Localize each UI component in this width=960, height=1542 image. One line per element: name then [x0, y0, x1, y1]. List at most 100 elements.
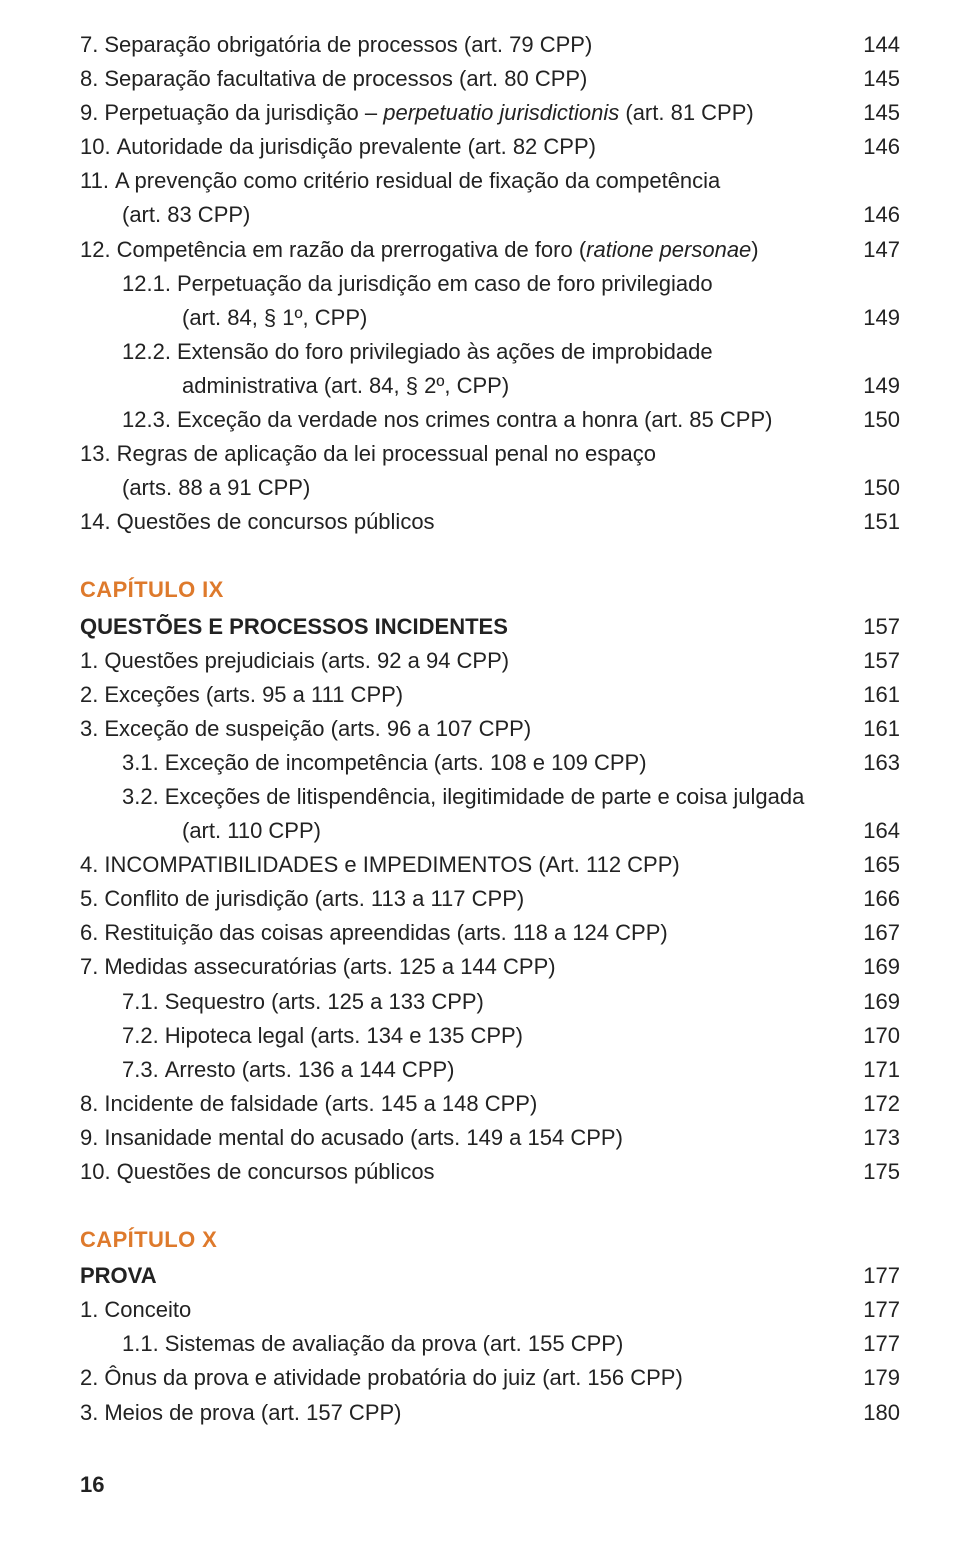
toc-entry-line: administrativa (art. 84, § 2º, CPP) 149	[80, 369, 900, 403]
toc-entry-page: 177	[850, 1327, 900, 1361]
toc-entry-page: 170	[850, 1019, 900, 1053]
toc-entry-number: 5.	[80, 882, 104, 916]
toc-entry-text: Extensão do foro privilegiado às ações d…	[177, 335, 713, 369]
toc-entry-text: A prevenção como critério residual de fi…	[115, 164, 720, 198]
toc-entry-number: 14.	[80, 505, 117, 539]
toc-entry-text: INCOMPATIBILIDADES e IMPEDIMENTOS (Art. …	[104, 848, 679, 882]
toc-entry-number: 9.	[80, 96, 104, 130]
toc-entry-text: Exceção de incompetência (arts. 108 e 10…	[165, 746, 647, 780]
toc-entry-page: 173	[850, 1121, 900, 1155]
toc-entry-text: Autoridade da jurisdição prevalente (art…	[117, 130, 596, 164]
toc-entry-page: 146	[850, 130, 900, 164]
toc-entry-text: Questões de concursos públicos	[117, 505, 435, 539]
toc-entry-text: (arts. 88 a 91 CPP)	[122, 471, 310, 505]
toc-entry: 4. INCOMPATIBILIDADES e IMPEDIMENTOS (Ar…	[80, 848, 900, 882]
toc-entry-text: Medidas assecuratórias (arts. 125 a 144 …	[104, 950, 555, 984]
toc-entry: 14. Questões de concursos públicos 151	[80, 505, 900, 539]
toc-entry: 11. A prevenção como critério residual d…	[80, 164, 900, 232]
toc-entry-number: 12.3.	[122, 403, 177, 437]
toc-entry-number: 7.1.	[122, 985, 165, 1019]
toc-entry-number: 6.	[80, 916, 104, 950]
toc-entry: 2. Exceções (arts. 95 a 111 CPP) 161	[80, 678, 900, 712]
toc-entry-line: 3.2. Exceções de litispendência, ilegiti…	[80, 780, 900, 814]
toc-entry-number: 1.	[80, 1293, 104, 1327]
toc-entry: 1.1. Sistemas de avaliação da prova (art…	[80, 1327, 900, 1361]
chapter-title: QUESTÕES E PROCESSOS INCIDENTES	[80, 610, 508, 644]
toc-entry: 2. Ônus da prova e atividade probatória …	[80, 1361, 900, 1395]
toc-entry-number: 1.1.	[122, 1327, 165, 1361]
toc-entry-number: 10.	[80, 130, 117, 164]
toc-entry: 7.3. Arresto (arts. 136 a 144 CPP) 171	[80, 1053, 900, 1087]
toc-entry-number: 7.	[80, 950, 104, 984]
toc-entry: 6. Restituição das coisas apreendidas (a…	[80, 916, 900, 950]
toc-entry-page: 157	[850, 644, 900, 678]
toc-entry: 5. Conflito de jurisdição (arts. 113 a 1…	[80, 882, 900, 916]
toc-entry-text: Questões prejudiciais (arts. 92 a 94 CPP…	[104, 644, 509, 678]
toc-entry-page: 163	[850, 746, 900, 780]
toc-entry: 1. Questões prejudiciais (arts. 92 a 94 …	[80, 644, 900, 678]
toc-entry-text: Sistemas de avaliação da prova (art. 155…	[165, 1327, 624, 1361]
toc-entry-page: 157	[850, 610, 900, 644]
toc-entry-page: 149	[850, 369, 900, 403]
toc-entry-text: (art. 83 CPP)	[122, 198, 250, 232]
toc-entry-line: (art. 83 CPP) 146	[80, 198, 900, 232]
toc-entry-page: 161	[850, 712, 900, 746]
toc-entry-number: 7.	[80, 28, 104, 62]
toc-entry-page: 164	[850, 814, 900, 848]
toc-entry-number: 12.2.	[122, 335, 177, 369]
toc-entry-number: 2.	[80, 678, 104, 712]
toc-entry: 3.2. Exceções de litispendência, ilegiti…	[80, 780, 900, 848]
toc-entry-line: (art. 84, § 1º, CPP) 149	[80, 301, 900, 335]
toc-entry-page: 175	[850, 1155, 900, 1189]
toc-entry-text: Exceção de suspeição (arts. 96 a 107 CPP…	[104, 712, 531, 746]
toc-entry-number: 3.1.	[122, 746, 165, 780]
toc-entry-text: Meios de prova (art. 157 CPP)	[104, 1396, 401, 1430]
toc-entry-page: 172	[850, 1087, 900, 1121]
toc-entry-page: 179	[850, 1361, 900, 1395]
toc-entry-text: Conflito de jurisdição (arts. 113 a 117 …	[104, 882, 524, 916]
toc-entry-number: 11.	[80, 164, 115, 198]
toc-entry-text: Perpetuação da jurisdição – perpetuatio …	[104, 96, 753, 130]
toc-entry-number: 12.1.	[122, 267, 177, 301]
toc-entry-number: 3.	[80, 1396, 104, 1430]
toc-entry: 10. Questões de concursos públicos 175	[80, 1155, 900, 1189]
toc-entry-text: Restituição das coisas apreendidas (arts…	[104, 916, 667, 950]
toc-entry-page: 166	[850, 882, 900, 916]
toc-entry-line: (art. 110 CPP) 164	[80, 814, 900, 848]
chapter-title-row: QUESTÕES E PROCESSOS INCIDENTES 157	[80, 610, 900, 644]
toc-entry-number: 4.	[80, 848, 104, 882]
page-number: 16	[80, 1468, 900, 1502]
toc-entry: 12.2. Extensão do foro privilegiado às a…	[80, 335, 900, 403]
toc-entry: 9. Insanidade mental do acusado (arts. 1…	[80, 1121, 900, 1155]
toc-entry: 12.1. Perpetuação da jurisdição em caso …	[80, 267, 900, 335]
toc-entry-page: 144	[850, 28, 900, 62]
toc-entry-line: 13. Regras de aplicação da lei processua…	[80, 437, 900, 471]
toc-entry-text: (art. 110 CPP)	[182, 814, 321, 848]
toc-entry-text: Competência em razão da prerrogativa de …	[117, 233, 759, 267]
chapter-title-row: PROVA 177	[80, 1259, 900, 1293]
toc-entry-text: Perpetuação da jurisdição em caso de for…	[177, 267, 713, 301]
chapter-title: PROVA	[80, 1259, 157, 1293]
toc-entry: 3.1. Exceção de incompetência (arts. 108…	[80, 746, 900, 780]
toc-entry-page: 145	[850, 62, 900, 96]
toc-entry-text: (art. 84, § 1º, CPP)	[182, 301, 367, 335]
toc-entry: 7. Separação obrigatória de processos (a…	[80, 28, 900, 62]
toc-entry-page: 150	[850, 471, 900, 505]
toc-entry-number: 2.	[80, 1361, 104, 1395]
toc-entry-page: 161	[850, 678, 900, 712]
toc-entry: 12.3. Exceção da verdade nos crimes cont…	[80, 403, 900, 437]
chapter-label: CAPÍTULO IX	[80, 573, 900, 607]
toc-entry: 10. Autoridade da jurisdição prevalente …	[80, 130, 900, 164]
toc-entry-page: 147	[850, 233, 900, 267]
toc-entry: 12. Competência em razão da prerrogativa…	[80, 233, 900, 267]
toc-entry-number: 8.	[80, 62, 104, 96]
toc-entry-page: 177	[850, 1259, 900, 1293]
toc-entry-number: 7.3.	[122, 1053, 165, 1087]
toc-entry-text: Exceções de litispendência, ilegitimidad…	[165, 780, 805, 814]
toc-entry: 3. Exceção de suspeição (arts. 96 a 107 …	[80, 712, 900, 746]
toc-entry-line: 12.1. Perpetuação da jurisdição em caso …	[80, 267, 900, 301]
toc-entry-text: Exceção da verdade nos crimes contra a h…	[177, 403, 773, 437]
toc-entry-number: 3.2.	[122, 780, 165, 814]
toc-entry: 9. Perpetuação da jurisdição – perpetuat…	[80, 96, 900, 130]
toc-entry-number: 1.	[80, 644, 104, 678]
